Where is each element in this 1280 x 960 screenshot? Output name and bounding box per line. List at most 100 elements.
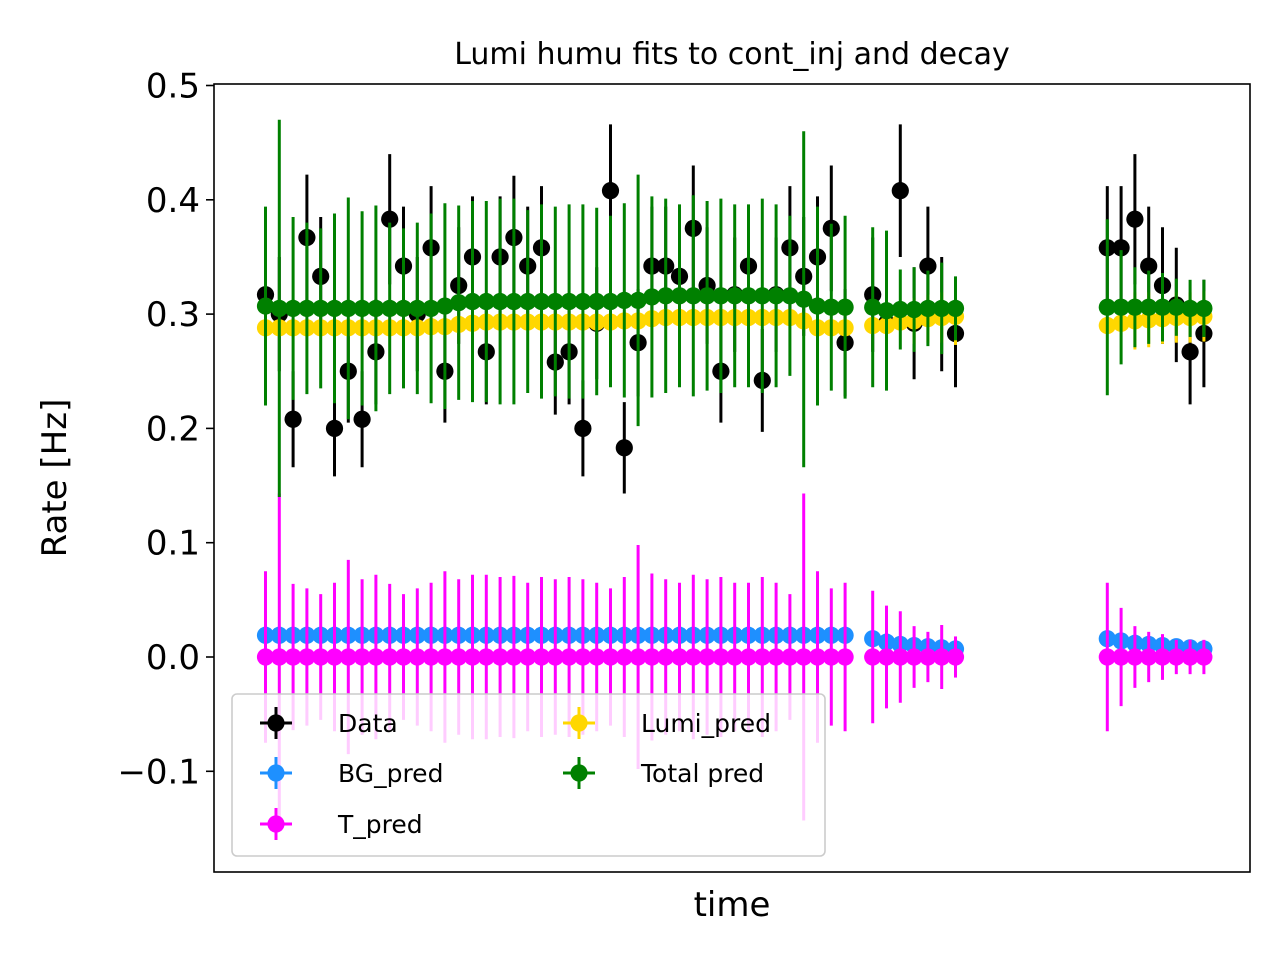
y-tick-label: 0.3 <box>146 295 200 335</box>
legend-label: T_pred <box>337 810 423 839</box>
data-point <box>256 648 275 666</box>
data-point <box>670 287 689 305</box>
data-point <box>1181 343 1199 361</box>
data-point <box>298 648 316 666</box>
data-point <box>1112 648 1130 666</box>
data-point <box>256 297 275 315</box>
y-axis-ticks: 0.5 0.4 0.3 0.2 0.1 0.0 −0.1 <box>117 67 214 792</box>
plot-series <box>256 119 1213 821</box>
data-point <box>1126 210 1144 228</box>
data-point <box>1167 648 1185 666</box>
data-point <box>312 299 330 317</box>
data-point <box>532 648 551 666</box>
data-point <box>284 648 302 666</box>
data-point <box>394 648 413 666</box>
data-point <box>560 648 578 666</box>
data-point <box>1098 298 1116 316</box>
data-point <box>1126 648 1144 666</box>
data-point <box>670 648 689 666</box>
data-point <box>767 648 785 666</box>
data-point <box>491 292 509 311</box>
data-point <box>822 298 840 316</box>
legend-marker-dot <box>267 764 285 782</box>
data-point <box>1098 648 1116 666</box>
data-point <box>933 648 951 666</box>
data-point <box>726 287 744 305</box>
data-point <box>1195 299 1213 317</box>
data-point <box>822 648 840 666</box>
y-tick-label: 0.0 <box>146 638 200 678</box>
data-point <box>684 648 702 666</box>
data-point <box>353 299 371 317</box>
data-point <box>657 287 675 305</box>
plot-area-frame <box>213 83 1251 873</box>
data-point <box>601 648 620 666</box>
data-point <box>408 299 426 317</box>
data-point <box>1112 298 1130 316</box>
data-point <box>560 292 578 311</box>
y-tick-label: 0.4 <box>146 181 200 221</box>
data-point <box>629 648 647 666</box>
data-point <box>450 648 468 666</box>
y-tick-label: 0.2 <box>146 409 200 449</box>
data-point <box>781 648 799 666</box>
data-point <box>339 299 357 317</box>
legend-marker-dot <box>267 714 285 732</box>
data-point <box>905 648 923 666</box>
data-point <box>1153 648 1172 666</box>
data-point <box>753 287 771 305</box>
legend-entry-total-pred: Total pred <box>563 757 764 789</box>
data-point <box>1140 298 1158 316</box>
data-point <box>270 648 288 666</box>
data-point <box>353 648 371 666</box>
data-point <box>767 287 785 305</box>
data-point <box>946 648 965 666</box>
y-tick-label: −0.1 <box>117 752 200 792</box>
legend-marker-dot <box>570 714 588 732</box>
data-point <box>381 210 399 228</box>
data-point <box>712 648 730 666</box>
data-point <box>684 287 702 305</box>
data-point <box>1140 648 1158 666</box>
data-point <box>877 302 896 320</box>
data-point <box>422 648 440 666</box>
legend-entry-bg-pred: BG_pred <box>260 757 443 789</box>
x-axis-label: time <box>694 885 771 925</box>
data-point <box>477 648 495 666</box>
data-point <box>919 648 937 666</box>
data-point <box>312 648 330 666</box>
data-point <box>891 300 909 319</box>
data-point <box>1181 648 1199 666</box>
data-point <box>325 299 344 317</box>
chart-title: Lumi humu fits to cont_inj and decay <box>454 37 1010 72</box>
data-point <box>298 299 316 317</box>
y-tick-label: 0.1 <box>146 524 200 564</box>
data-point <box>588 648 606 666</box>
data-point <box>1126 298 1144 316</box>
data-point <box>643 648 661 666</box>
data-point <box>601 182 620 200</box>
data-point <box>270 299 288 317</box>
data-point <box>505 648 523 666</box>
data-point <box>726 648 744 666</box>
data-point <box>1181 299 1199 317</box>
data-point <box>284 410 302 428</box>
legend-entry-lumi-pred: Lumi_pred <box>563 707 771 739</box>
data-point <box>698 648 716 666</box>
data-point <box>836 298 854 316</box>
data-point <box>1140 257 1158 275</box>
data-point <box>367 648 385 666</box>
data-point <box>781 287 799 305</box>
legend-entry-data: Data <box>260 707 398 739</box>
data-point <box>325 419 344 437</box>
data-point <box>836 648 854 666</box>
legend-frame <box>231 693 826 857</box>
data-point <box>546 292 564 311</box>
data-point <box>588 292 606 311</box>
legend-entry-t-pred: T_pred <box>260 808 423 840</box>
data-point <box>284 299 302 317</box>
data-point <box>739 287 758 305</box>
data-point <box>574 648 592 666</box>
data-point <box>808 297 827 315</box>
data-point <box>795 648 813 666</box>
